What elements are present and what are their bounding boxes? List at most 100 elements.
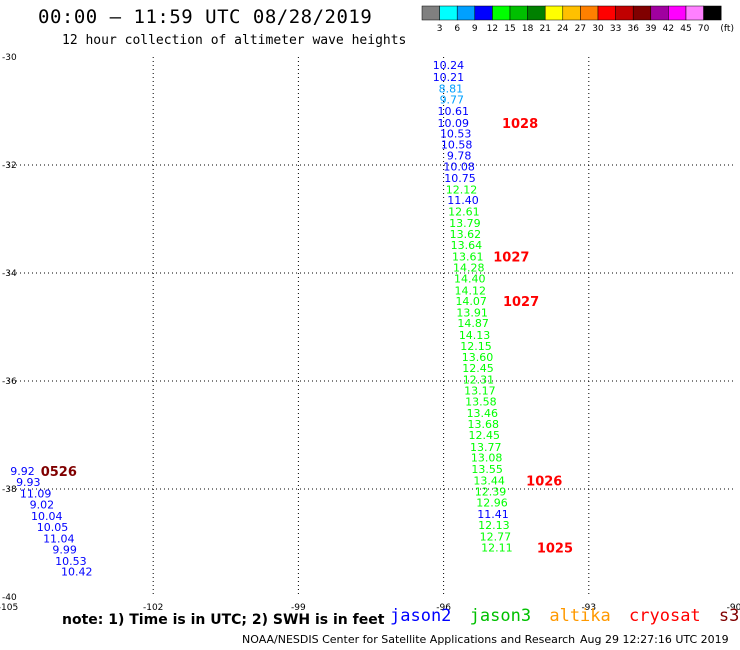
wave-height-label: 10.53 xyxy=(440,128,472,141)
wave-height-label: 10.75 xyxy=(444,172,476,185)
pass-time-label: 1027 xyxy=(493,250,529,265)
wave-height-label: 9.78 xyxy=(447,149,472,162)
wave-height-label: 12.39 xyxy=(475,486,507,499)
x-tick-label: -99 xyxy=(291,603,306,613)
x-tick-label: -90 xyxy=(727,603,740,613)
legend-tick-label: 36 xyxy=(627,24,639,34)
legend-swatch xyxy=(668,5,687,21)
legend-swatch xyxy=(632,5,652,21)
generated-timestamp: Aug 29 12:27:16 UTC 2019 xyxy=(580,633,729,646)
pass-time-label: 1025 xyxy=(537,541,573,556)
legend-swatch xyxy=(439,5,458,21)
satellite-altika: altika xyxy=(549,606,611,626)
wave-height-label: 13.58 xyxy=(465,396,497,409)
legend-swatch xyxy=(597,5,616,21)
wave-height-label: 13.91 xyxy=(456,306,488,319)
wave-height-label: 13.77 xyxy=(470,441,502,454)
wave-height-label: 12.45 xyxy=(462,362,494,375)
wave-height-label: 10.21 xyxy=(433,71,465,84)
pass-time-label: 1027 xyxy=(503,295,539,310)
x-tick-label: -105 xyxy=(0,603,18,613)
legend-tick-label: 27 xyxy=(575,24,586,34)
wave-height-label: 12.13 xyxy=(478,519,510,532)
wave-height-label: 13.08 xyxy=(471,452,503,465)
wave-height-label: 14.87 xyxy=(457,317,489,330)
legend-tick-label: 21 xyxy=(539,24,550,34)
wave-height-label: 12.61 xyxy=(448,205,480,218)
wave-height-label: 13.79 xyxy=(449,217,481,230)
wave-height-label: 13.68 xyxy=(468,418,500,431)
legend-swatch xyxy=(492,5,511,21)
pass-time-labels: 1028 1027 1027 1026 1025 0526 xyxy=(41,117,573,556)
wave-height-label: 10.24 xyxy=(433,59,465,72)
wave-height-label: 14.40 xyxy=(454,272,486,285)
legend-units-label: (ft) xyxy=(720,24,734,34)
legend-tick-label: 12 xyxy=(487,24,498,34)
satellite-s3a: s3a xyxy=(718,606,740,626)
satellite-legend: jason2 jason3 altika cryosat s3a xyxy=(390,606,740,626)
chart-title: 00:00 – 11:59 UTC 08/28/2019 xyxy=(38,6,373,28)
wave-height-label: 12.77 xyxy=(480,531,512,544)
legend-swatch xyxy=(474,5,493,21)
wave-height-label: 9.92 xyxy=(10,465,35,478)
wave-height-label: 9.77 xyxy=(440,94,465,107)
wave-height-label: 14.07 xyxy=(455,295,487,308)
wave-height-label: 12.45 xyxy=(469,429,501,442)
wave-height-points: 10.2410.218.819.7710.6110.0910.5310.589.… xyxy=(10,59,512,579)
wave-height-label: 12.96 xyxy=(476,497,508,510)
wave-height-label: 13.55 xyxy=(471,463,503,476)
wave-height-label: 10.05 xyxy=(37,521,69,534)
legend-swatch xyxy=(421,5,440,21)
wave-height-label: 12.31 xyxy=(463,373,495,386)
legend-swatch xyxy=(650,5,669,21)
satellite-jason2: jason2 xyxy=(390,606,452,626)
pass-time-label: 1028 xyxy=(502,117,538,132)
y-tick-label: -34 xyxy=(2,269,17,279)
wave-height-label: 13.17 xyxy=(464,385,496,398)
satellite-jason3: jason3 xyxy=(469,606,532,626)
wave-height-label: 11.09 xyxy=(20,487,52,500)
wave-height-label: 9.93 xyxy=(16,476,41,489)
legend-tick-label: 15 xyxy=(504,24,515,34)
y-tick-label: -36 xyxy=(2,377,17,387)
wave-height-label: 12.12 xyxy=(446,183,478,196)
credit-line: NOAA/NESDIS Center for Satellite Applica… xyxy=(242,633,576,646)
wave-height-label: 9.02 xyxy=(30,499,55,512)
wave-height-label: 8.81 xyxy=(439,82,464,95)
wave-height-label: 12.11 xyxy=(481,541,513,554)
wave-height-label: 10.58 xyxy=(441,138,473,151)
legend-tick-label: 42 xyxy=(663,24,674,34)
legend-tick-label: 3 xyxy=(437,24,443,34)
wave-height-label: 13.61 xyxy=(452,250,484,263)
footnote: note: 1) Time is in UTC; 2) SWH is in fe… xyxy=(62,612,385,628)
wave-height-label: 11.40 xyxy=(447,194,479,207)
wave-height-label: 10.61 xyxy=(438,105,470,118)
wave-height-label: 12.15 xyxy=(460,340,492,353)
x-tick-label: -96 xyxy=(436,603,451,613)
wave-height-label: 13.60 xyxy=(462,351,494,364)
legend-swatch xyxy=(456,5,476,21)
wave-height-label: 10.08 xyxy=(443,161,475,174)
wave-height-label: 13.64 xyxy=(451,239,483,252)
wave-height-label: 10.04 xyxy=(31,510,63,523)
wave-height-label: 10.09 xyxy=(438,117,470,130)
wave-height-label: 10.42 xyxy=(61,566,93,579)
legend-swatch xyxy=(685,5,704,21)
axis-tick-labels: -105 -102 -99 -96 -93 -90 -30 -32 -34 -36 -38 -40 xyxy=(0,53,740,613)
wave-height-label: 11.04 xyxy=(43,533,75,546)
legend-tick-label: 30 xyxy=(592,24,604,34)
wave-height-label: 14.13 xyxy=(459,329,491,342)
y-tick-label: -30 xyxy=(2,53,17,63)
legend-tick-label: 33 xyxy=(610,24,621,34)
legend-tick-label: 45 xyxy=(680,24,691,34)
legend-tick-label: 9 xyxy=(472,24,478,34)
legend-swatch xyxy=(580,5,599,21)
pass-time-label: 1026 xyxy=(526,474,562,489)
wave-height-label: 13.46 xyxy=(467,407,499,420)
wave-height-label: 13.62 xyxy=(450,228,482,241)
legend-swatch xyxy=(509,5,528,21)
wave-height-label: 10.53 xyxy=(55,555,87,568)
legend-swatch xyxy=(703,5,722,21)
pass-time-label: 0526 xyxy=(41,465,77,480)
